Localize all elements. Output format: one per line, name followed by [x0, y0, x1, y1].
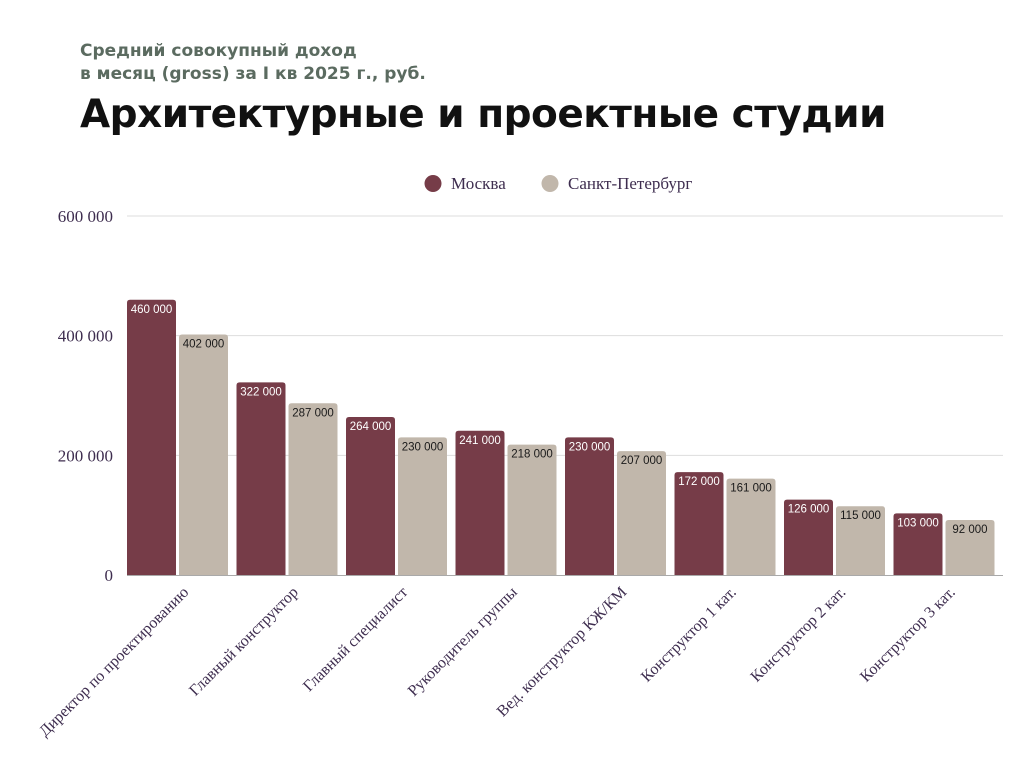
chart-subtitle: Средний совокупный доход в месяц (gross)… — [80, 40, 426, 86]
bar-moscow — [565, 437, 614, 575]
value-label-spb: 287 000 — [292, 407, 334, 419]
x-category-label: Конструктор 1 кат. — [638, 584, 740, 686]
subtitle-line-1: Средний совокупный доход — [80, 41, 357, 61]
y-tick-label: 400 000 — [58, 327, 113, 346]
value-label-moscow: 241 000 — [459, 435, 501, 447]
legend-label-spb: Санкт-Петербург — [568, 174, 692, 193]
value-label-moscow: 126 000 — [788, 504, 830, 516]
value-label-moscow: 230 000 — [569, 441, 611, 453]
legend-item-spb: Санкт-Петербург — [541, 174, 692, 193]
bar-moscow — [346, 417, 395, 575]
value-label-moscow: 322 000 — [240, 386, 282, 398]
value-label-spb: 207 000 — [621, 455, 663, 467]
x-category-label: Конструктор 3 кат. — [857, 584, 959, 686]
x-category-label: Вед. конструктор КЖ/КМ — [494, 584, 630, 720]
legend-label-moscow: Москва — [451, 174, 506, 193]
subtitle-line-2: в месяц (gross) за I кв 2025 г., руб. — [80, 64, 426, 84]
value-label-spb: 161 000 — [730, 483, 772, 495]
value-label-spb: 92 000 — [952, 524, 987, 536]
bar-spb — [179, 334, 228, 575]
value-label-spb: 115 000 — [840, 510, 881, 522]
y-tick-label: 200 000 — [58, 446, 113, 465]
x-category-label: Руководитель группы — [405, 584, 521, 700]
value-label-moscow: 172 000 — [678, 476, 720, 488]
x-category-label: Конструктор 2 кат. — [748, 584, 850, 686]
bar-spb — [726, 478, 776, 575]
y-axis-ticks: 0 200 000 400 000 600 000 — [58, 207, 113, 585]
x-category-label: Главный специалист — [300, 584, 411, 695]
value-label-spb: 218 000 — [511, 449, 553, 461]
bars — [127, 299, 995, 575]
value-label-moscow: 264 000 — [350, 421, 392, 433]
bar-spb — [507, 444, 557, 575]
y-tick-label: 600 000 — [58, 207, 113, 226]
chart-title: Архитектурные и проектные студии — [80, 92, 886, 137]
y-tick-label: 0 — [105, 566, 114, 585]
legend: Москва Санкт-Петербург — [424, 174, 692, 193]
bar-spb — [945, 519, 995, 575]
value-labels: 460 000 402 000 322 000 287 000 264 000 230 0… — [131, 304, 988, 536]
legend-swatch-moscow — [424, 175, 442, 192]
bar-moscow — [455, 430, 505, 575]
bar-moscow — [236, 382, 286, 575]
bar-spb — [398, 437, 447, 575]
value-label-spb: 230 000 — [402, 441, 444, 453]
value-label-moscow: 103 000 — [897, 517, 939, 529]
legend-item-moscow: Москва — [424, 174, 506, 193]
bar-moscow — [127, 299, 176, 575]
bar-spb — [288, 403, 338, 575]
x-category-label: Главный конструктор — [186, 584, 302, 700]
legend-swatch-spb — [541, 175, 559, 192]
bar-spb — [836, 506, 885, 575]
value-label-moscow: 460 000 — [131, 304, 173, 316]
bar-moscow — [893, 513, 943, 575]
bar-moscow — [784, 499, 833, 575]
value-label-spb: 402 000 — [183, 338, 225, 350]
bar-moscow — [674, 472, 724, 575]
bar-spb — [617, 451, 666, 575]
x-category-label: Директор по проектированию — [36, 584, 192, 740]
